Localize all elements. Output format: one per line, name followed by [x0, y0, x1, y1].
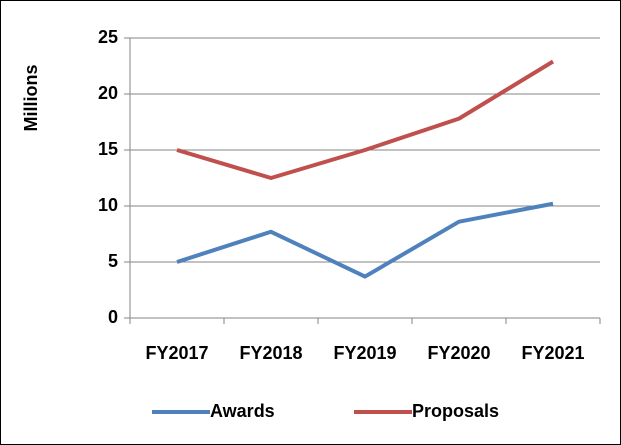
y-tick-label: 25: [98, 27, 118, 47]
y-tick-label: 5: [108, 251, 118, 271]
x-tick-label: FY2021: [521, 343, 584, 363]
x-tick-label: FY2017: [145, 343, 208, 363]
x-tick-label: FY2019: [333, 343, 396, 363]
x-tick-label: FY2018: [239, 343, 302, 363]
legend-label: Proposals: [412, 401, 499, 421]
y-axis-label: Millions: [21, 65, 41, 132]
y-tick-label: 15: [98, 139, 118, 159]
y-tick-label: 20: [98, 83, 118, 103]
line-series: [176, 59, 555, 180]
x-tick-label: FY2020: [427, 343, 490, 363]
y-tick-label: 10: [98, 195, 118, 215]
line-series: [176, 201, 554, 279]
y-tick-label: 0: [108, 307, 118, 327]
legend-label: Awards: [210, 401, 275, 421]
